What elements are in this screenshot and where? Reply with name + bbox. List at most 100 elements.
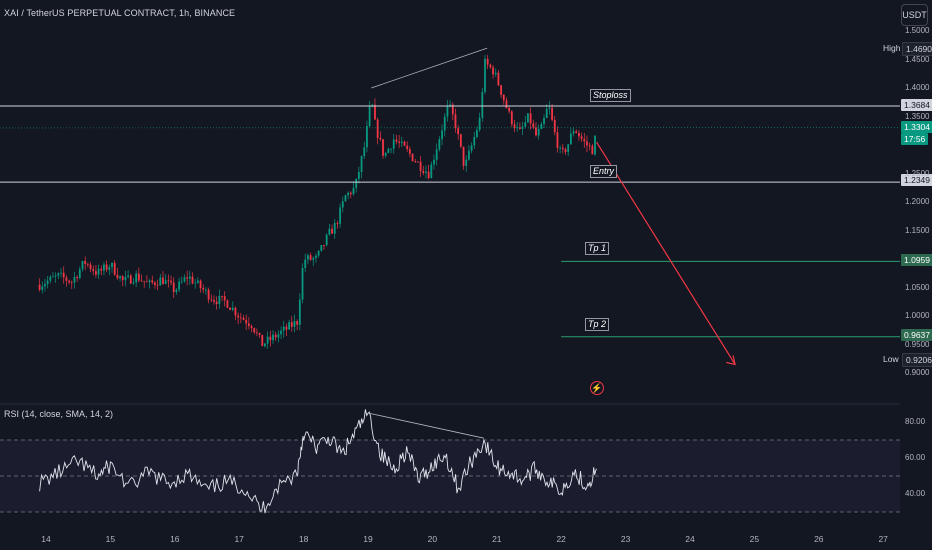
candle-body	[551, 107, 553, 120]
candle-body	[191, 276, 194, 284]
candle-body	[583, 138, 586, 142]
candle-body	[561, 147, 564, 150]
candle-body	[357, 172, 360, 179]
candle-body	[476, 129, 478, 138]
candle-body	[510, 111, 513, 125]
candle-body	[306, 255, 309, 260]
candle-body	[218, 295, 221, 304]
candle-body	[46, 280, 49, 285]
candle-body	[205, 289, 207, 291]
current-price-tag: 1.3304	[901, 121, 932, 133]
candle-body	[312, 258, 315, 260]
candle-body	[167, 280, 170, 282]
candle-body	[535, 127, 537, 136]
candle-body	[119, 276, 121, 279]
lightning-icon[interactable]: ⚡	[590, 381, 604, 395]
candle-body	[121, 276, 124, 281]
candle-body	[545, 108, 548, 118]
rsi-axis-tick: 40.00	[905, 489, 926, 498]
candle-body	[68, 280, 70, 283]
candle-body	[494, 72, 497, 75]
candle-body	[331, 228, 333, 234]
candle-body	[89, 264, 92, 270]
candle-body	[52, 276, 54, 278]
candle-body	[164, 280, 167, 284]
price-axis-tick: 1.4500	[905, 54, 930, 64]
candle-body	[336, 223, 339, 224]
candle-body	[352, 187, 355, 195]
candle-body	[556, 132, 559, 148]
candle-body	[70, 282, 73, 284]
candle-body	[481, 91, 484, 118]
candle-body	[478, 117, 481, 130]
candle-body	[569, 133, 572, 145]
candle-body	[186, 277, 189, 279]
candle-body	[188, 276, 191, 279]
candle-body	[247, 323, 250, 326]
candle-body	[256, 332, 258, 334]
candle-body	[368, 106, 371, 127]
candle-body	[151, 280, 154, 283]
candle-body	[320, 245, 323, 251]
candle-body	[100, 268, 103, 271]
candle-body	[81, 260, 84, 270]
candle-body	[226, 300, 229, 308]
candle-body	[317, 250, 320, 256]
time-axis-tick: 19	[363, 534, 373, 544]
candle-body	[390, 148, 392, 150]
candle-body	[465, 159, 468, 166]
candle-body	[272, 334, 274, 341]
candle-body	[408, 148, 411, 154]
time-axis-tick: 17	[234, 534, 244, 544]
candle-body	[543, 117, 545, 124]
candle-body	[427, 171, 430, 179]
candle-body	[111, 262, 113, 268]
candle-body	[237, 315, 240, 318]
candle-body	[548, 107, 551, 109]
tp2-annotation[interactable]: Tp 2	[585, 318, 610, 331]
candle-body	[202, 288, 205, 290]
candle-body	[564, 149, 567, 152]
price-axis-tick: 0.9500	[905, 339, 930, 349]
candle-body	[288, 322, 291, 330]
candle-body	[108, 267, 111, 270]
candle-body	[86, 263, 89, 265]
candle-body	[221, 295, 223, 297]
candle-body	[124, 276, 127, 281]
chart-title: XAI / TetherUS PERPETUAL CONTRACT, 1h, B…	[4, 8, 236, 18]
candle-body	[135, 273, 138, 283]
candle-body	[180, 281, 183, 283]
candle-body	[65, 277, 68, 281]
candle-body	[537, 128, 540, 136]
candle-body	[379, 137, 382, 140]
candle-body	[559, 147, 562, 149]
time-axis-tick: 22	[556, 534, 566, 544]
tp1-annotation[interactable]: Tp 1	[585, 242, 610, 255]
candle-body	[344, 195, 347, 202]
candle-body	[489, 64, 492, 68]
candle-body	[457, 128, 460, 135]
candle-body	[132, 282, 135, 284]
time-axis-tick: 16	[170, 534, 180, 544]
candle-body	[76, 277, 79, 279]
candle-body	[430, 164, 433, 179]
stoploss-annotation[interactable]: Stoploss	[590, 89, 631, 102]
candle-body	[462, 146, 465, 166]
candle-body	[178, 281, 180, 290]
candle-body	[578, 132, 580, 137]
candle-body	[355, 178, 358, 188]
candle-body	[580, 136, 583, 139]
time-axis-tick: 14	[41, 534, 51, 544]
candle-body	[113, 262, 116, 275]
rsi-layer	[39, 409, 598, 514]
candle-body	[196, 280, 199, 283]
rsi-divergence-trendline	[367, 412, 485, 439]
candle-body	[245, 319, 248, 324]
currency-button[interactable]: USDT	[901, 4, 928, 26]
price-axis-tick: 1.1500	[905, 225, 930, 235]
candle-body	[277, 334, 280, 338]
entry-annotation[interactable]: Entry	[590, 165, 618, 178]
candle-body	[588, 145, 591, 147]
candle-body	[339, 207, 341, 224]
candle-body	[323, 245, 325, 246]
